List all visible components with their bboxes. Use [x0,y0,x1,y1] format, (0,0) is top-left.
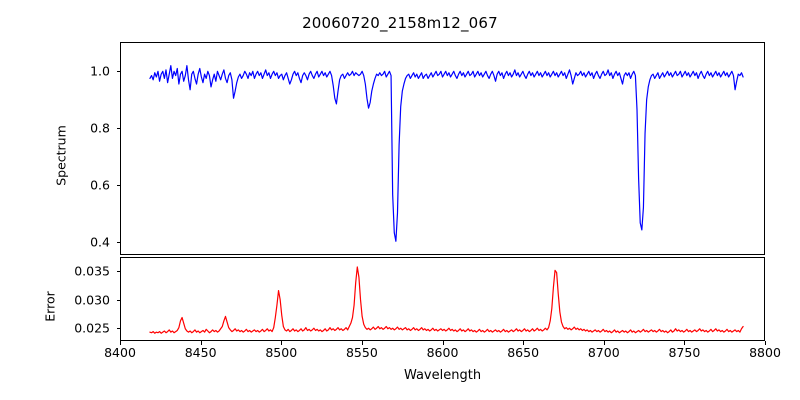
x-axis-label: Wavelength [403,368,482,383]
x-tick-label: 8500 [265,345,298,360]
x-tick-mark [603,341,605,345]
chart-title: 20060720_2158m12_067 [302,14,498,32]
error-line-series [121,258,764,340]
x-tick-label: 8700 [587,345,620,360]
y-tick-mark [116,328,120,330]
y-tick-label-spectrum: 0.8 [90,120,110,136]
y-tick-label-spectrum: 1.0 [90,63,110,79]
x-tick-label: 8550 [345,345,378,360]
x-tick-mark [765,341,766,345]
error-plot-area [120,257,765,341]
x-tick-mark [442,341,444,345]
x-tick-mark [281,341,283,345]
spectrum-plot-area [120,42,765,255]
y-tick-label-spectrum: 0.4 [90,234,110,250]
y-tick-mark [116,127,120,129]
y-tick-mark [116,242,120,244]
x-tick-mark [120,341,121,345]
spectrum-line-series [121,43,764,254]
y-tick-mark [116,270,120,272]
x-tick-label: 8650 [507,345,540,360]
x-tick-label: 8400 [104,345,136,360]
x-tick-mark [200,341,202,345]
x-tick-label: 8750 [668,345,701,360]
x-tick-label: 8800 [749,345,781,360]
x-tick-label: 8450 [184,345,217,360]
y-tick-label-error: 0.030 [74,292,110,308]
x-tick-label: 8600 [426,345,459,360]
y-axis-label-error: Error [42,291,58,322]
y-tick-label-error: 0.035 [74,263,110,279]
y-tick-label-error: 0.025 [74,320,110,336]
x-tick-mark [361,341,363,345]
y-tick-mark [116,70,120,72]
x-tick-mark [523,341,525,345]
y-tick-mark [116,299,120,301]
x-tick-mark [684,341,686,345]
y-axis-label-spectrum: Spectrum [53,125,69,186]
y-tick-mark [116,184,120,186]
y-tick-label-spectrum: 0.6 [90,177,110,193]
